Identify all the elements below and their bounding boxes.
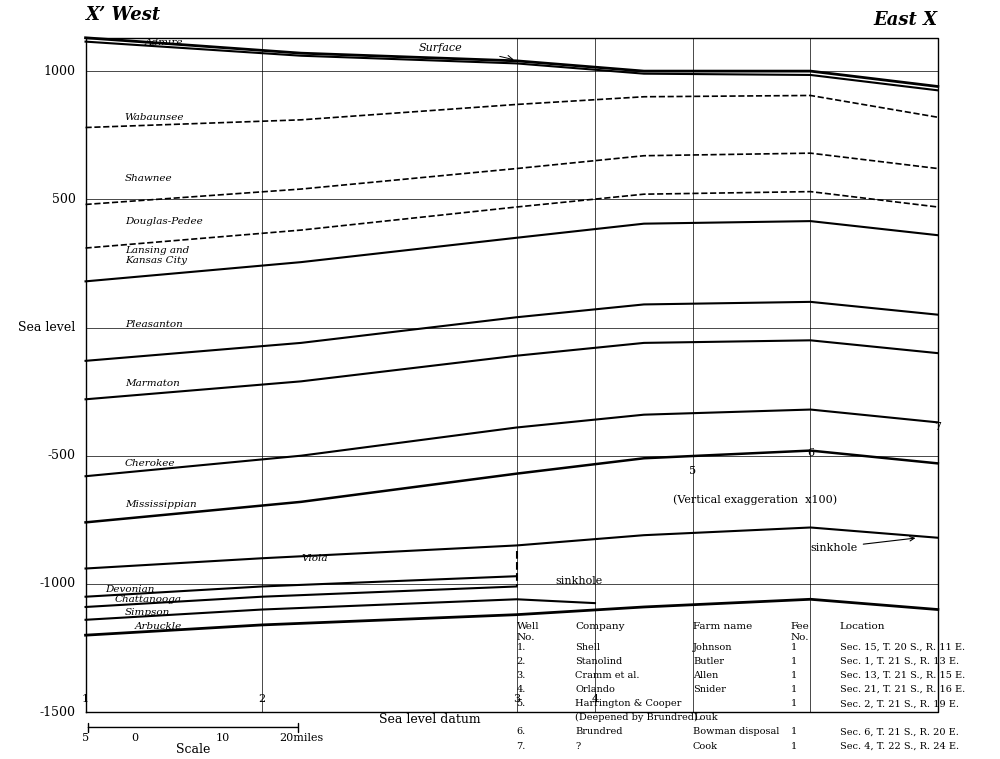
Text: 5: 5 (689, 466, 696, 476)
Text: 1.: 1. (517, 643, 526, 652)
Text: Douglas-Pedee: Douglas-Pedee (125, 216, 202, 225)
Text: Sea level datum: Sea level datum (379, 713, 481, 726)
Text: Sea level: Sea level (18, 321, 76, 334)
Text: (Deepened by Brundred): (Deepened by Brundred) (575, 713, 698, 723)
Text: sinkhole: sinkhole (810, 537, 914, 553)
Text: 1: 1 (791, 742, 797, 751)
Text: Sec. 1, T. 21 S., R. 13 E.: Sec. 1, T. 21 S., R. 13 E. (840, 657, 959, 666)
Text: Company: Company (575, 622, 625, 631)
Text: 1: 1 (791, 727, 797, 736)
Text: Snider: Snider (693, 685, 726, 694)
Text: Butler: Butler (693, 657, 724, 666)
Text: Arbuckle: Arbuckle (135, 622, 182, 631)
Text: Mississippian: Mississippian (125, 500, 196, 509)
Text: Johnson: Johnson (693, 643, 732, 652)
Text: 500: 500 (52, 193, 76, 206)
Text: Stanolind: Stanolind (575, 657, 623, 666)
Text: 3.: 3. (517, 671, 526, 680)
Text: 1: 1 (791, 685, 797, 694)
Text: Well: Well (517, 622, 539, 631)
Text: Devonian: Devonian (105, 584, 155, 594)
Text: Cook: Cook (693, 742, 718, 751)
Text: 1: 1 (82, 694, 89, 704)
Text: 1: 1 (791, 657, 797, 666)
Text: Chattanooga: Chattanooga (115, 595, 182, 603)
Text: 7: 7 (934, 423, 941, 433)
Text: Bowman disposal: Bowman disposal (693, 727, 779, 736)
Text: -1000: -1000 (40, 578, 76, 591)
Text: 20miles: 20miles (279, 732, 323, 742)
Text: Cramm et al.: Cramm et al. (575, 671, 640, 680)
Text: Sec. 4, T. 22 S., R. 24 E.: Sec. 4, T. 22 S., R. 24 E. (840, 742, 959, 751)
Text: No.: No. (791, 632, 809, 641)
Text: No.: No. (517, 632, 535, 641)
Text: 5: 5 (82, 732, 89, 742)
Text: Allen: Allen (693, 671, 718, 680)
Text: Simpson: Simpson (125, 608, 170, 616)
Text: Admire: Admire (144, 39, 183, 47)
Text: Scale: Scale (176, 743, 210, 756)
Text: Sec. 15, T. 20 S., R. 11 E.: Sec. 15, T. 20 S., R. 11 E. (840, 643, 965, 652)
Text: East X: East X (874, 11, 938, 29)
Text: X’ West: X’ West (86, 6, 161, 24)
Text: Sec. 13, T. 21 S., R. 15 E.: Sec. 13, T. 21 S., R. 15 E. (840, 671, 965, 680)
Text: 5.: 5. (517, 699, 526, 708)
Text: 7.: 7. (517, 742, 526, 751)
Text: Location: Location (840, 622, 885, 631)
Text: Farm name: Farm name (693, 622, 752, 631)
Text: 1: 1 (791, 671, 797, 680)
Text: sinkhole: sinkhole (556, 576, 603, 586)
Text: 6: 6 (807, 448, 814, 458)
Text: 1: 1 (791, 643, 797, 652)
Text: Surface: Surface (419, 43, 462, 53)
Text: Cherokee: Cherokee (125, 459, 175, 468)
Text: Shawnee: Shawnee (125, 175, 172, 183)
Text: 10: 10 (216, 732, 230, 742)
Text: -500: -500 (48, 449, 76, 462)
Text: Marmaton: Marmaton (125, 380, 179, 389)
Text: 0: 0 (131, 732, 138, 742)
Text: ?: ? (575, 742, 581, 751)
Text: Louk: Louk (693, 713, 718, 723)
Text: Pleasanton: Pleasanton (125, 320, 182, 329)
Text: Lansing and
Kansas City: Lansing and Kansas City (125, 246, 189, 266)
Text: -1500: -1500 (40, 706, 76, 719)
Text: Sec. 2, T. 21 S., R. 19 E.: Sec. 2, T. 21 S., R. 19 E. (840, 699, 959, 708)
Text: Shell: Shell (575, 643, 600, 652)
Text: Sec. 21, T. 21 S., R. 16 E.: Sec. 21, T. 21 S., R. 16 E. (840, 685, 965, 694)
Text: Harrington & Cooper: Harrington & Cooper (575, 699, 682, 708)
Text: (Vertical exaggeration  x100): (Vertical exaggeration x100) (673, 494, 837, 505)
Text: Brundred: Brundred (575, 727, 623, 736)
Text: Fee: Fee (791, 622, 810, 631)
Text: Orlando: Orlando (575, 685, 615, 694)
Text: 2: 2 (258, 694, 265, 704)
Text: 1000: 1000 (44, 65, 76, 77)
Text: 4: 4 (591, 694, 599, 704)
Text: 1: 1 (791, 699, 797, 708)
Text: 3: 3 (513, 694, 520, 704)
Text: Viola: Viola (301, 554, 328, 562)
Text: 2.: 2. (517, 657, 526, 666)
Text: 4.: 4. (517, 685, 526, 694)
Text: 6.: 6. (517, 727, 526, 736)
Text: Sec. 6, T. 21 S., R. 20 E.: Sec. 6, T. 21 S., R. 20 E. (840, 727, 959, 736)
Text: Wabaunsee: Wabaunsee (125, 113, 184, 121)
